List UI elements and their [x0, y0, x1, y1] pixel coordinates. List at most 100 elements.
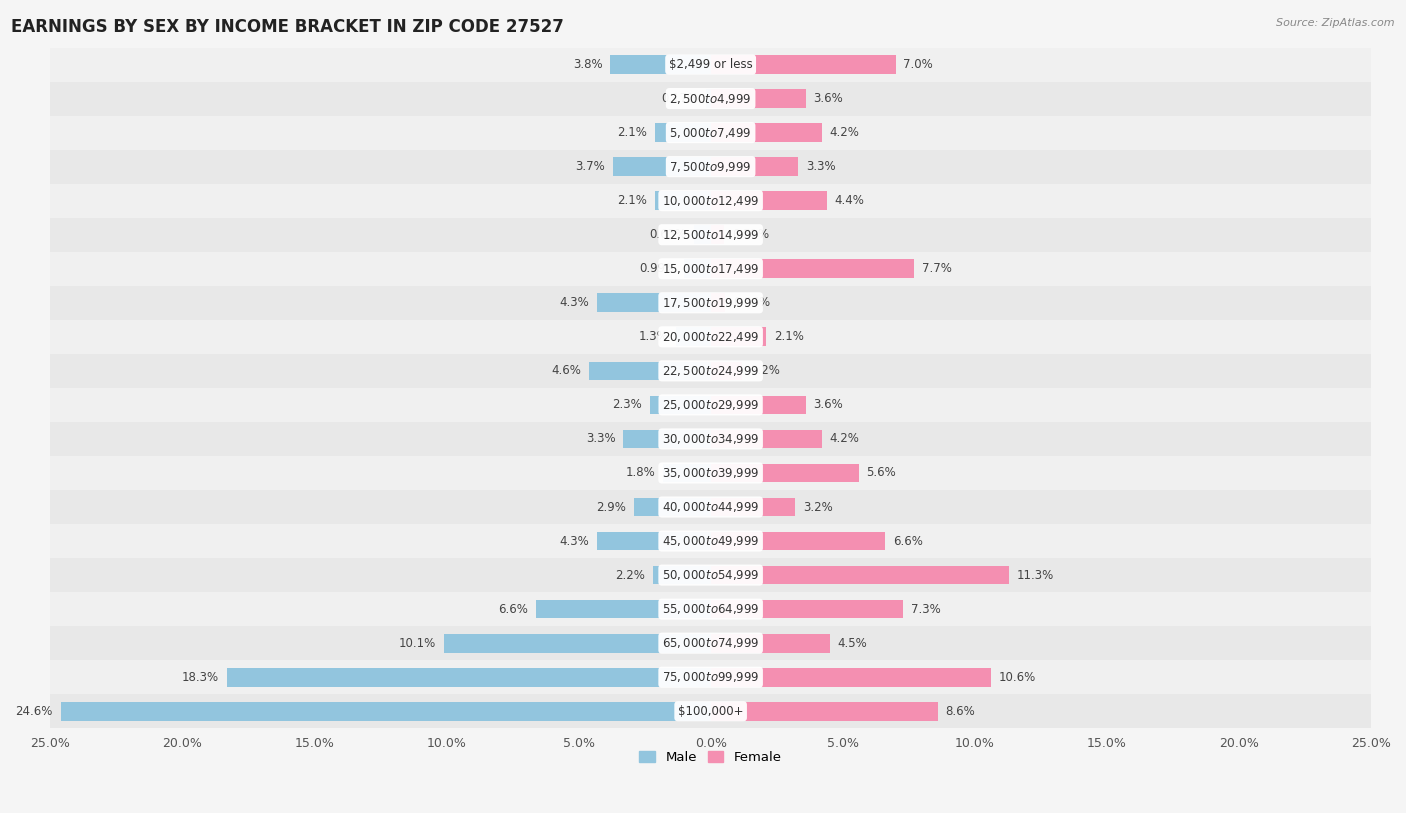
- Bar: [51, 150, 1371, 184]
- Bar: [710, 667, 991, 686]
- Text: 5.6%: 5.6%: [866, 467, 896, 480]
- Text: 4.4%: 4.4%: [835, 194, 865, 207]
- Text: $20,000 to $22,499: $20,000 to $22,499: [662, 330, 759, 344]
- Bar: [610, 55, 710, 74]
- Text: $75,000 to $99,999: $75,000 to $99,999: [662, 670, 759, 685]
- Text: $25,000 to $29,999: $25,000 to $29,999: [662, 398, 759, 412]
- Text: 3.8%: 3.8%: [572, 58, 602, 71]
- Bar: [652, 566, 710, 585]
- Text: 24.6%: 24.6%: [15, 705, 53, 718]
- Bar: [51, 115, 1371, 150]
- Text: 6.6%: 6.6%: [499, 602, 529, 615]
- Text: 3.3%: 3.3%: [806, 160, 835, 173]
- Bar: [51, 626, 1371, 660]
- Text: 2.3%: 2.3%: [612, 398, 643, 411]
- Bar: [51, 81, 1371, 115]
- Text: 1.2%: 1.2%: [751, 364, 780, 377]
- Bar: [51, 286, 1371, 320]
- Bar: [710, 702, 938, 720]
- Bar: [710, 463, 859, 482]
- Text: 4.3%: 4.3%: [560, 296, 589, 309]
- Text: $100,000+: $100,000+: [678, 705, 744, 718]
- Bar: [664, 463, 710, 482]
- Text: 7.7%: 7.7%: [922, 263, 952, 276]
- Text: $12,500 to $14,999: $12,500 to $14,999: [662, 228, 759, 241]
- Bar: [650, 396, 710, 415]
- Bar: [710, 362, 742, 380]
- Text: $17,500 to $19,999: $17,500 to $19,999: [662, 296, 759, 310]
- Text: 2.9%: 2.9%: [596, 501, 626, 514]
- Bar: [589, 362, 710, 380]
- Bar: [51, 524, 1371, 558]
- Text: $15,000 to $17,499: $15,000 to $17,499: [662, 262, 759, 276]
- Bar: [51, 490, 1371, 524]
- Bar: [51, 320, 1371, 354]
- Text: $50,000 to $54,999: $50,000 to $54,999: [662, 568, 759, 582]
- Text: $10,000 to $12,499: $10,000 to $12,499: [662, 193, 759, 207]
- Bar: [51, 660, 1371, 694]
- Bar: [51, 354, 1371, 388]
- Text: $65,000 to $74,999: $65,000 to $74,999: [662, 636, 759, 650]
- Bar: [685, 259, 710, 278]
- Text: $22,500 to $24,999: $22,500 to $24,999: [662, 364, 759, 378]
- Text: 2.1%: 2.1%: [775, 330, 804, 343]
- Text: 10.1%: 10.1%: [399, 637, 436, 650]
- Bar: [598, 532, 710, 550]
- Bar: [51, 47, 1371, 81]
- Text: 4.2%: 4.2%: [830, 433, 859, 446]
- Bar: [51, 252, 1371, 286]
- Text: $5,000 to $7,499: $5,000 to $7,499: [669, 126, 752, 140]
- Bar: [228, 667, 710, 686]
- Text: $55,000 to $64,999: $55,000 to $64,999: [662, 602, 759, 616]
- Text: 3.3%: 3.3%: [586, 433, 616, 446]
- Legend: Male, Female: Male, Female: [634, 746, 787, 769]
- Bar: [710, 157, 797, 176]
- Bar: [710, 328, 766, 346]
- Bar: [710, 259, 914, 278]
- Text: 4.3%: 4.3%: [560, 535, 589, 547]
- Bar: [51, 422, 1371, 456]
- Text: 4.5%: 4.5%: [838, 637, 868, 650]
- Bar: [613, 157, 710, 176]
- Bar: [623, 429, 710, 448]
- Text: 0.63%: 0.63%: [650, 228, 686, 241]
- Text: 3.2%: 3.2%: [803, 501, 832, 514]
- Text: 2.1%: 2.1%: [617, 194, 647, 207]
- Bar: [710, 293, 725, 312]
- Bar: [706, 89, 710, 108]
- Text: $45,000 to $49,999: $45,000 to $49,999: [662, 534, 759, 548]
- Bar: [710, 89, 806, 108]
- Text: 1.8%: 1.8%: [626, 467, 655, 480]
- Text: 3.6%: 3.6%: [814, 92, 844, 105]
- Bar: [655, 124, 710, 142]
- Text: 2.2%: 2.2%: [614, 568, 644, 581]
- Text: 8.6%: 8.6%: [946, 705, 976, 718]
- Text: 1.3%: 1.3%: [638, 330, 668, 343]
- Bar: [51, 558, 1371, 592]
- Bar: [60, 702, 710, 720]
- Text: 4.6%: 4.6%: [551, 364, 581, 377]
- Bar: [598, 293, 710, 312]
- Text: $2,500 to $4,999: $2,500 to $4,999: [669, 92, 752, 106]
- Bar: [51, 388, 1371, 422]
- Bar: [695, 225, 710, 244]
- Text: 10.6%: 10.6%: [998, 671, 1036, 684]
- Bar: [634, 498, 710, 516]
- Text: 2.1%: 2.1%: [617, 126, 647, 139]
- Bar: [51, 184, 1371, 218]
- Bar: [710, 191, 827, 210]
- Text: 0.51%: 0.51%: [733, 228, 769, 241]
- Bar: [710, 532, 884, 550]
- Bar: [710, 498, 796, 516]
- Bar: [710, 396, 806, 415]
- Bar: [51, 694, 1371, 728]
- Text: $30,000 to $34,999: $30,000 to $34,999: [662, 432, 759, 446]
- Text: $40,000 to $44,999: $40,000 to $44,999: [662, 500, 759, 514]
- Bar: [710, 566, 1010, 585]
- Text: 3.6%: 3.6%: [814, 398, 844, 411]
- Text: 6.6%: 6.6%: [893, 535, 922, 547]
- Bar: [710, 600, 904, 619]
- Text: 7.3%: 7.3%: [911, 602, 941, 615]
- Bar: [710, 225, 724, 244]
- Text: 0.99%: 0.99%: [640, 263, 676, 276]
